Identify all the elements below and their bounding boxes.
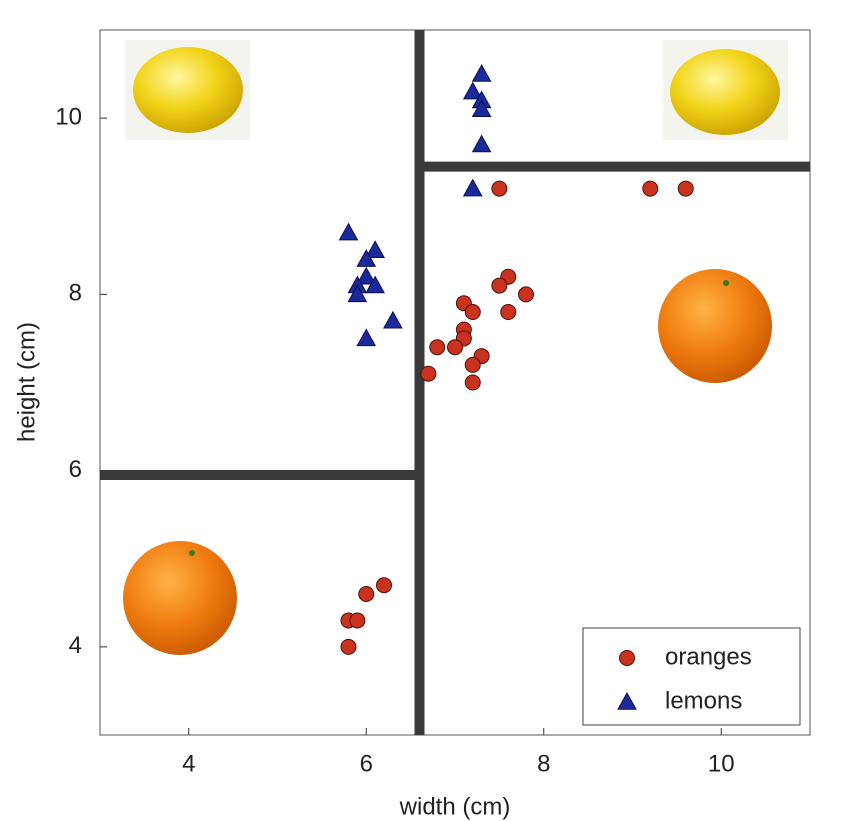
y-tick-label: 4: [69, 632, 82, 659]
legend-label: lemons: [665, 687, 742, 714]
circle-marker: [678, 181, 693, 196]
orange-image: [658, 269, 772, 383]
page: {"chart_data": { "type": "scatter", "xla…: [0, 0, 850, 821]
circle-marker: [620, 651, 635, 666]
orange-image: [123, 541, 237, 655]
y-axis-label: height (cm): [13, 322, 40, 442]
circle-marker: [377, 578, 392, 593]
circle-marker: [501, 305, 516, 320]
circle-marker: [465, 305, 480, 320]
circle-marker: [519, 287, 534, 302]
x-tick-label: 8: [537, 750, 550, 777]
circle-marker: [421, 366, 436, 381]
orange-stem: [723, 280, 729, 286]
y-tick-label: 10: [55, 103, 82, 130]
legend: oranges lemons: [583, 628, 800, 725]
circle-marker: [448, 340, 463, 355]
lemon-image: [133, 47, 243, 133]
y-tick-label: 6: [69, 456, 82, 483]
circle-marker: [430, 340, 445, 355]
chart: width (cm) height (cm) 4 6 8 10 4 6 8 10 orange…: [0, 0, 850, 821]
lemon-image: [670, 49, 780, 135]
y-tick-label: 8: [69, 280, 82, 307]
circle-marker: [492, 278, 507, 293]
x-axis-label: width (cm): [399, 793, 511, 820]
circle-marker: [643, 181, 658, 196]
x-tick-label: 6: [360, 750, 373, 777]
x-tick-label: 10: [708, 750, 735, 777]
legend-label: oranges: [665, 643, 752, 670]
circle-marker: [350, 613, 365, 628]
x-tick-label: 4: [182, 750, 195, 777]
circle-marker: [359, 587, 374, 602]
orange-stem: [189, 550, 195, 556]
circle-marker: [465, 357, 480, 372]
circle-marker: [341, 639, 356, 654]
circle-marker: [465, 375, 480, 390]
circle-marker: [492, 181, 507, 196]
